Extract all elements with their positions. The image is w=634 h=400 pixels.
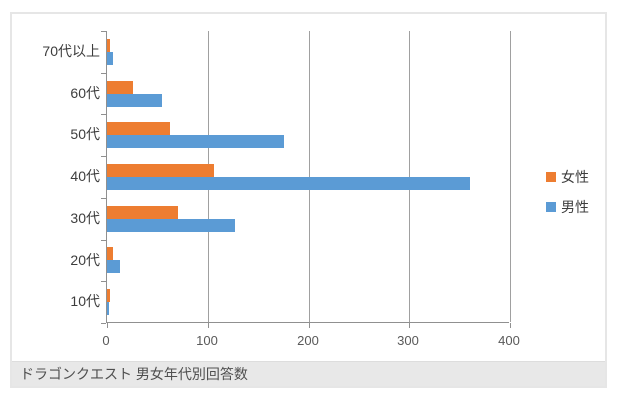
y-axis-tick: [101, 281, 106, 282]
x-axis-tick: [510, 323, 511, 328]
x-tick-label: 0: [102, 333, 110, 348]
gridline: [409, 31, 410, 322]
y-axis-tick: [101, 31, 106, 32]
plot-area: [101, 31, 511, 328]
x-axis-tick: [208, 323, 209, 328]
bar-series-0-cat-3: [107, 164, 214, 177]
legend-item-0: 女性: [546, 167, 589, 187]
x-tick-label: 100: [196, 333, 218, 348]
gridline: [510, 31, 511, 322]
bar-series-0-cat-2: [107, 122, 171, 136]
bar-series-0-cat-4: [107, 205, 178, 219]
x-tick-label: 300: [397, 333, 419, 348]
y-category-label: 30代: [70, 209, 100, 226]
y-axis-tick: [101, 198, 106, 199]
legend-label-0: 女性: [561, 169, 589, 185]
gridline: [309, 31, 310, 322]
y-category-label: 70代以上: [42, 43, 100, 59]
bar-series-1-cat-5: [107, 260, 121, 274]
bar-series-0-cat-5: [107, 247, 114, 261]
bar-series-1-cat-0: [107, 51, 114, 65]
y-category-label: 50代: [70, 126, 100, 143]
bar-series-1-cat-4: [107, 218, 235, 232]
legend-marker-0: [546, 172, 556, 182]
legend-marker-1: [546, 202, 556, 212]
y-axis-tick: [101, 156, 106, 157]
bar-series-0-cat-0: [107, 38, 111, 52]
x-axis-tick: [309, 323, 310, 328]
y-category-label: 10代: [70, 293, 100, 310]
chart-box: 女性男性 ドラゴンクエスト 男女年代別回答数 0 100 200 300 400 70代以…: [10, 12, 607, 388]
chart-caption: ドラゴンクエスト 男女年代別回答数: [12, 361, 605, 386]
y-category-label: 20代: [70, 251, 100, 268]
x-tick-label: 200: [297, 333, 319, 348]
bar-series-1-cat-6: [107, 302, 109, 316]
bar-series-1-cat-3: [107, 177, 470, 190]
legend-item-1: 男性: [546, 197, 589, 217]
bar-series-0-cat-1: [107, 80, 134, 94]
legend-label-1: 男性: [561, 199, 589, 215]
y-axis-tick: [101, 114, 106, 115]
y-axis-tick: [101, 240, 106, 241]
bar-series-1-cat-1: [107, 93, 163, 107]
y-axis-tick: [101, 323, 106, 324]
bar-series-1-cat-2: [107, 135, 285, 149]
x-axis-tick: [107, 323, 108, 328]
x-axis-tick: [409, 323, 410, 328]
y-axis-tick: [101, 73, 106, 74]
legend: 女性 男性: [546, 167, 589, 217]
x-tick-label: 400: [498, 333, 520, 348]
y-category-label: 40代: [70, 168, 100, 185]
y-category-label: 60代: [70, 84, 100, 101]
bar-series-0-cat-6: [107, 289, 111, 303]
